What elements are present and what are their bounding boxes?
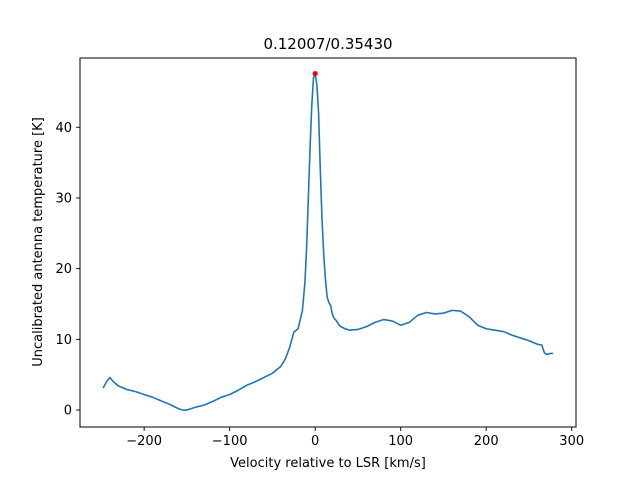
x-tick-label: −200 (126, 434, 162, 449)
x-axis: −200 −100 0 100 200 300 (126, 427, 584, 449)
y-tick-label: 40 (55, 121, 72, 136)
y-axis-label: Uncalibrated antenna temperature [K] (31, 117, 46, 367)
y-tick-label: 20 (55, 262, 72, 277)
x-tick-label: 100 (388, 434, 413, 449)
y-tick-label: 10 (55, 333, 72, 348)
peak-marker (312, 70, 318, 77)
y-tick-label: 0 (64, 404, 72, 419)
x-tick-label: 300 (559, 434, 584, 449)
x-tick-label: −100 (212, 434, 248, 449)
plot-area (102, 70, 553, 411)
chart-title: 0.12007/0.35430 (263, 35, 392, 53)
x-tick-label: 0 (311, 434, 319, 449)
y-tick-label: 30 (55, 191, 72, 206)
series-line-0 (102, 72, 553, 411)
axes-frame (79, 57, 577, 428)
x-tick-label: 200 (474, 434, 499, 449)
y-axis: 0 10 20 30 40 (55, 121, 80, 419)
x-axis-label: Velocity relative to LSR [km/s] (230, 456, 426, 471)
